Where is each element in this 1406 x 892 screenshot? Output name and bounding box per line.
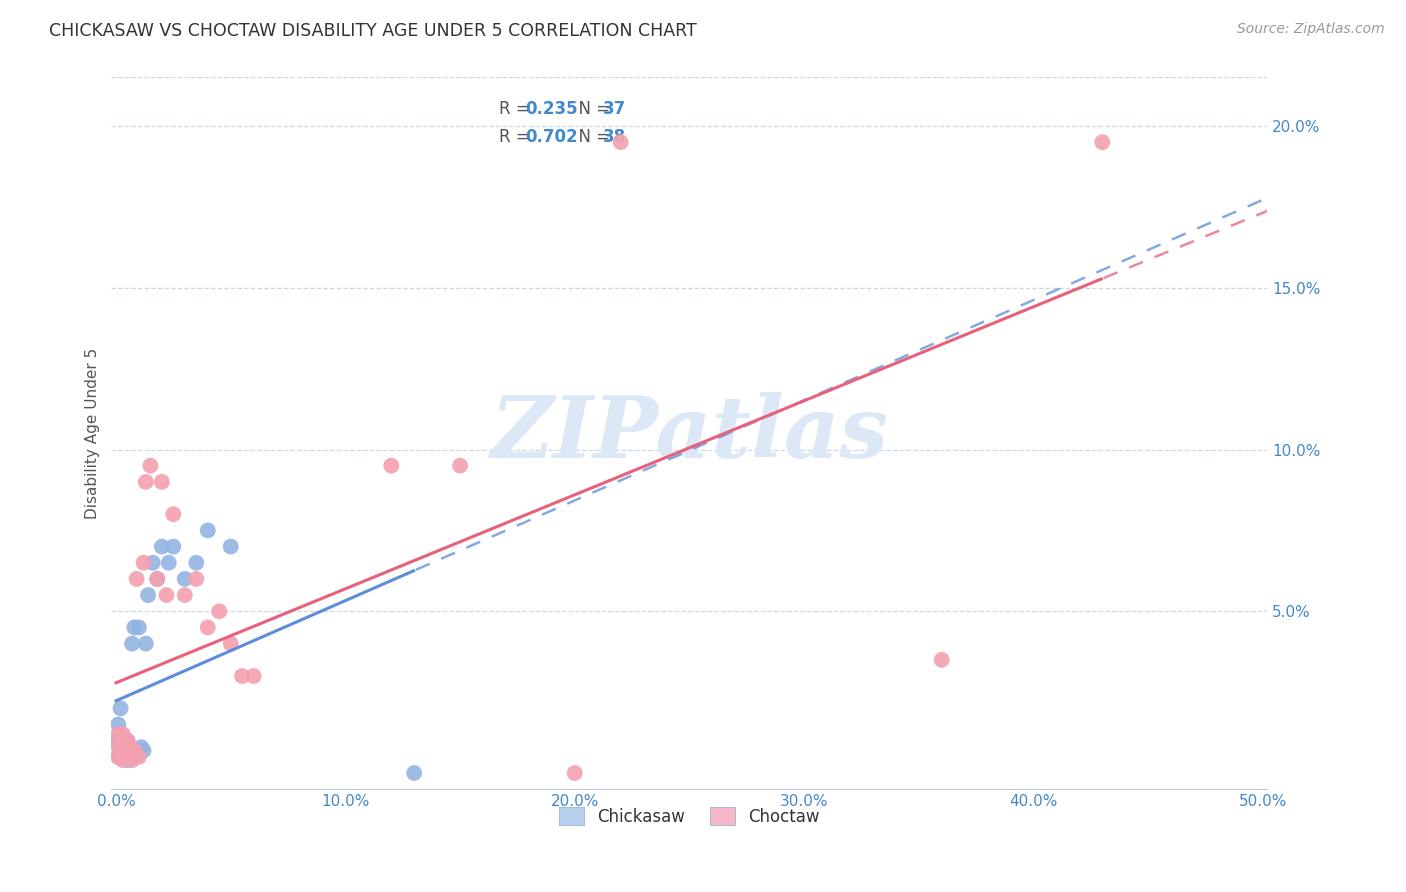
Point	[380, 458, 402, 473]
Point	[124, 743, 146, 757]
Text: 0.235: 0.235	[526, 100, 578, 118]
Text: 0.702: 0.702	[526, 128, 578, 146]
Point	[114, 750, 136, 764]
Point	[186, 572, 208, 586]
Point	[219, 637, 242, 651]
Point	[146, 572, 169, 586]
Point	[162, 540, 184, 554]
Text: N =: N =	[568, 100, 616, 118]
Point	[155, 588, 177, 602]
Point	[117, 733, 139, 747]
Point	[107, 727, 129, 741]
Point	[107, 750, 129, 764]
Y-axis label: Disability Age Under 5: Disability Age Under 5	[86, 348, 100, 519]
Point	[173, 588, 195, 602]
Point	[157, 556, 180, 570]
Legend: Chickasaw, Choctaw: Chickasaw, Choctaw	[551, 799, 828, 834]
Point	[117, 753, 139, 767]
Point	[128, 620, 150, 634]
Point	[208, 604, 231, 618]
Point	[609, 135, 631, 149]
Point	[125, 747, 148, 761]
Point	[111, 743, 134, 757]
Text: R =: R =	[499, 128, 534, 146]
Point	[111, 750, 134, 764]
Point	[197, 524, 219, 538]
Point	[110, 733, 132, 747]
Point	[107, 740, 129, 755]
Point	[136, 588, 159, 602]
Point	[117, 733, 139, 747]
Text: ZIPatlas: ZIPatlas	[491, 392, 889, 475]
Point	[111, 750, 134, 764]
Point	[118, 750, 141, 764]
Point	[121, 637, 143, 651]
Point	[219, 540, 242, 554]
Point	[121, 753, 143, 767]
Point	[128, 743, 150, 757]
Point	[107, 750, 129, 764]
Point	[186, 556, 208, 570]
Point	[173, 572, 195, 586]
Point	[110, 750, 132, 764]
Point	[146, 572, 169, 586]
Point	[117, 743, 139, 757]
Text: 37: 37	[603, 100, 626, 118]
Point	[197, 620, 219, 634]
Text: R =: R =	[499, 100, 534, 118]
Point	[132, 556, 155, 570]
Point	[231, 669, 253, 683]
Point	[107, 733, 129, 747]
Point	[118, 747, 141, 761]
Point	[118, 740, 141, 755]
Point	[150, 540, 173, 554]
Point	[110, 701, 132, 715]
Point	[110, 740, 132, 755]
Text: N =: N =	[568, 128, 616, 146]
Point	[135, 637, 157, 651]
Point	[449, 458, 471, 473]
Point	[114, 740, 136, 755]
Text: Source: ZipAtlas.com: Source: ZipAtlas.com	[1237, 22, 1385, 37]
Point	[114, 733, 136, 747]
Point	[118, 740, 141, 755]
Point	[404, 766, 426, 780]
Point	[117, 750, 139, 764]
Point	[111, 753, 134, 767]
Point	[139, 458, 162, 473]
Point	[125, 572, 148, 586]
Point	[111, 727, 134, 741]
Point	[1091, 135, 1114, 149]
Point	[124, 620, 146, 634]
Point	[111, 740, 134, 755]
Point	[128, 750, 150, 764]
Point	[242, 669, 264, 683]
Point	[564, 766, 586, 780]
Point	[162, 507, 184, 521]
Text: 38: 38	[603, 128, 626, 146]
Point	[142, 556, 165, 570]
Point	[114, 743, 136, 757]
Point	[129, 740, 152, 755]
Point	[110, 750, 132, 764]
Point	[121, 747, 143, 761]
Point	[135, 475, 157, 489]
Point	[150, 475, 173, 489]
Point	[124, 750, 146, 764]
Point	[107, 717, 129, 731]
Text: CHICKASAW VS CHOCTAW DISABILITY AGE UNDER 5 CORRELATION CHART: CHICKASAW VS CHOCTAW DISABILITY AGE UNDE…	[49, 22, 697, 40]
Point	[132, 743, 155, 757]
Point	[931, 653, 953, 667]
